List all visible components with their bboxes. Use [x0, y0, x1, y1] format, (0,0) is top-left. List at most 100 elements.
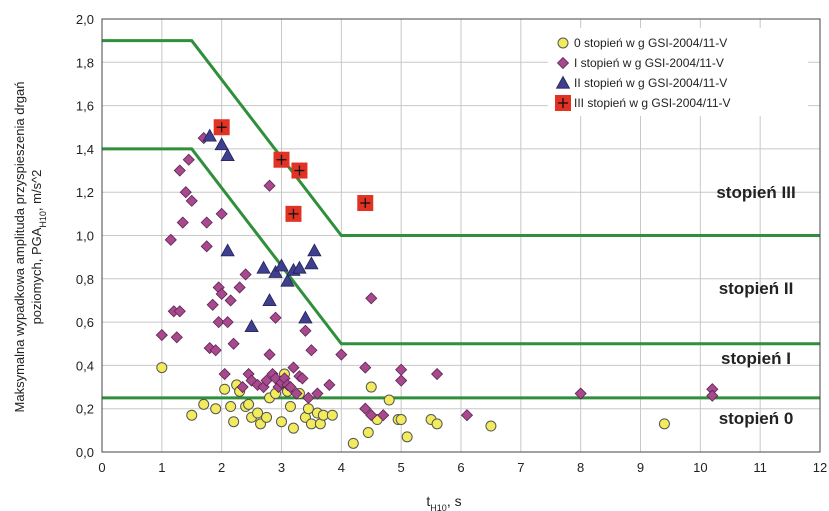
series-1: [155, 132, 719, 422]
data-point-triangle: [244, 319, 259, 333]
data-point-diamond: [170, 331, 183, 344]
data-point-triangle: [268, 264, 283, 278]
zone-label-i: stopień I: [721, 349, 791, 368]
data-point-diamond: [395, 374, 408, 387]
data-point-triangle: [214, 137, 229, 151]
data-point-diamond: [311, 387, 324, 400]
data-point-triangle: [307, 243, 322, 257]
data-point-circle: [243, 398, 255, 410]
x-tick-label: 7: [517, 460, 524, 475]
data-point-diamond: [176, 216, 189, 229]
x-tick-label: 8: [577, 460, 584, 475]
data-point-square-cross: [291, 162, 308, 179]
data-point-diamond: [239, 268, 252, 281]
legend-label-1: I stopień w g GSI-2004/11-V: [574, 56, 724, 70]
y-tick-label: 0,0: [76, 445, 94, 460]
x-tick-label: 4: [338, 460, 345, 475]
x-tick-label: 9: [637, 460, 644, 475]
legend-label-3: III stopień w g GSI-2004/11-V: [574, 96, 731, 110]
y-tick-label: 1,6: [76, 99, 94, 114]
data-point-diamond: [377, 409, 390, 422]
data-point-circle: [658, 418, 670, 430]
x-axis-label: tH10, s: [426, 493, 461, 511]
data-point-square-cross: [213, 119, 230, 136]
series-2: [202, 128, 322, 333]
zone-label-0: stopień 0: [719, 409, 794, 428]
legend-marker-2: [555, 75, 571, 89]
x-tick-label: 3: [278, 460, 285, 475]
data-point-circle: [219, 383, 231, 395]
data-point-diamond: [173, 305, 186, 318]
x-tick-labels: 0 1 2 3 4 5 6 7 8 9 10 11 12: [98, 460, 827, 475]
data-point-circle: [362, 427, 374, 439]
data-point-diamond: [209, 344, 222, 357]
series-3: [213, 119, 374, 222]
data-point-circle: [210, 403, 222, 415]
legend-marker-0: [557, 37, 569, 49]
data-point-diamond: [218, 367, 231, 381]
boundary-lines: [102, 39, 820, 400]
data-point-diamond: [221, 316, 234, 329]
data-point-diamond: [359, 402, 372, 415]
legend-box: [548, 28, 808, 116]
data-point-circle: [287, 422, 299, 434]
legend-marker-3: [555, 95, 571, 111]
data-point-triangle: [298, 310, 313, 324]
data-point-diamond: [287, 361, 300, 374]
y-tick-label: 0,4: [76, 358, 94, 373]
x-tick-label: 0: [98, 460, 105, 475]
data-point-circle: [302, 403, 314, 415]
data-point-diamond: [155, 329, 168, 342]
legend-label-0: 0 stopień w g GSI-2004/11-V: [574, 36, 727, 50]
x-tick-label: 2: [218, 460, 225, 475]
data-point-circle: [383, 394, 395, 406]
data-point-triangle: [202, 128, 217, 142]
data-point-circle: [284, 401, 296, 413]
data-point-diamond: [323, 378, 336, 391]
y-tick-label: 0,8: [76, 272, 94, 287]
data-point-diamond: [182, 153, 195, 166]
data-point-diamond: [431, 367, 444, 381]
data-point-triangle: [280, 273, 295, 287]
data-point-triangle: [220, 148, 235, 161]
y-tick-label: 1,2: [76, 185, 94, 200]
y-axis-label-line2: poziomych, PGAH10, m/s^2: [29, 170, 48, 325]
boundary-line: [102, 39, 820, 237]
data-point-diamond: [185, 194, 198, 207]
x-tick-label: 11: [753, 460, 767, 475]
data-point-diamond: [179, 186, 192, 199]
data-point-diamond: [296, 372, 309, 385]
data-point-circle: [261, 411, 273, 423]
data-point-diamond: [233, 281, 246, 294]
data-point-diamond: [299, 324, 312, 337]
data-point-diamond: [302, 391, 315, 404]
x-tick-label: 1: [158, 460, 165, 475]
data-point-circle: [347, 437, 359, 449]
data-point-triangle: [262, 293, 277, 307]
data-point-diamond: [574, 387, 587, 400]
data-point-diamond: [200, 216, 213, 229]
data-point-triangle: [274, 258, 289, 272]
data-point-diamond: [164, 233, 177, 246]
y-axis-label: Maksymalna wypadkowa amplituda przyspies…: [12, 82, 48, 413]
zone-label-iii: stopień III: [716, 183, 795, 202]
data-point-circle: [252, 407, 264, 419]
data-points: [155, 119, 719, 449]
zone-label-ii: stopień II: [719, 279, 794, 298]
x-tick-label: 10: [693, 460, 707, 475]
data-point-diamond: [245, 374, 258, 387]
data-point-circle: [198, 398, 210, 410]
data-point-circle: [365, 381, 377, 393]
data-point-diamond: [206, 298, 219, 311]
data-point-diamond: [263, 348, 276, 361]
data-point-triangle: [220, 243, 235, 257]
y-tick-label: 0,6: [76, 315, 94, 330]
data-point-diamond: [706, 389, 719, 402]
data-point-diamond: [227, 337, 240, 350]
data-point-diamond: [236, 380, 249, 394]
y-tick-label: 1,0: [76, 229, 94, 244]
data-point-diamond: [365, 409, 378, 422]
data-point-diamond: [200, 240, 213, 253]
y-axis-label-line1: Maksymalna wypadkowa amplituda przyspies…: [12, 82, 27, 413]
